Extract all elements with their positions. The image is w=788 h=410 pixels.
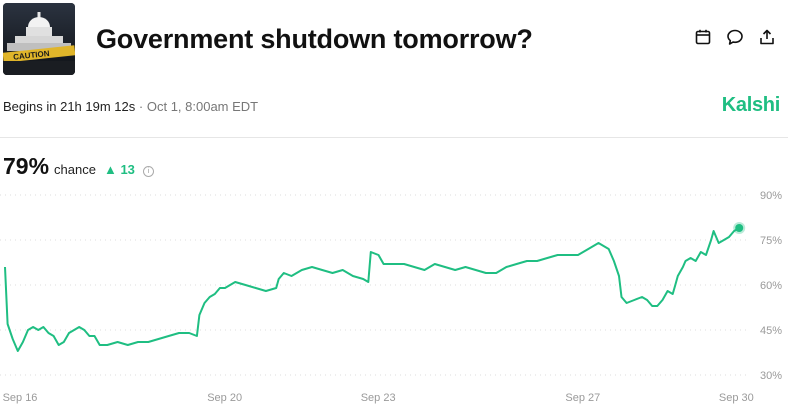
event-datetime: Oct 1, 8:00am EDT xyxy=(146,99,259,114)
market-thumbnail: CAUTION xyxy=(3,3,75,75)
chance-value: 79% xyxy=(3,153,50,179)
calendar-icon xyxy=(695,29,711,45)
header-actions xyxy=(694,28,776,46)
price-history-chart: 90% 75% 60% 45% 30% Sep 16 Sep 20 Sep 23 Sep 27 S… xyxy=(0,190,782,404)
share-button[interactable] xyxy=(758,28,776,46)
chance-delta: ▲ 13 xyxy=(103,162,135,177)
info-icon[interactable]: i xyxy=(142,166,154,177)
y-tick-label: 30% xyxy=(760,370,782,382)
share-icon xyxy=(760,29,774,45)
comment-icon xyxy=(727,29,743,45)
x-tick-label: Sep 30 xyxy=(719,392,754,404)
chance-summary: 79% chance ▲ 13 i xyxy=(3,153,154,180)
y-tick-label: 75% xyxy=(760,235,782,247)
meta-separator: · xyxy=(138,99,144,114)
x-tick-label: Sep 16 xyxy=(3,392,38,404)
header-divider xyxy=(0,137,788,138)
y-tick-label: 90% xyxy=(760,190,782,202)
y-tick-label: 60% xyxy=(760,280,782,292)
last-point-marker[interactable] xyxy=(735,224,744,232)
x-tick-label: Sep 27 xyxy=(565,392,600,404)
thumbnail-caption: CAUTION xyxy=(13,49,50,62)
x-tick-label: Sep 20 xyxy=(207,392,242,404)
capitol-building-icon: CAUTION xyxy=(3,3,75,75)
x-tick-label: Sep 23 xyxy=(361,392,396,404)
market-title: Government shutdown tomorrow? xyxy=(96,24,533,54)
event-timing: Begins in 21h 19m 12s · Oct 1, 8:00am ED… xyxy=(3,99,258,114)
chance-label: chance xyxy=(54,162,96,177)
calendar-button[interactable] xyxy=(694,28,712,46)
brand-logo[interactable]: Kalshi xyxy=(721,94,781,116)
countdown-text: Begins in 21h 19m 12s xyxy=(3,99,136,114)
comment-button[interactable] xyxy=(726,28,744,46)
y-tick-label: 45% xyxy=(760,325,782,337)
chance-series-line xyxy=(4,227,740,352)
